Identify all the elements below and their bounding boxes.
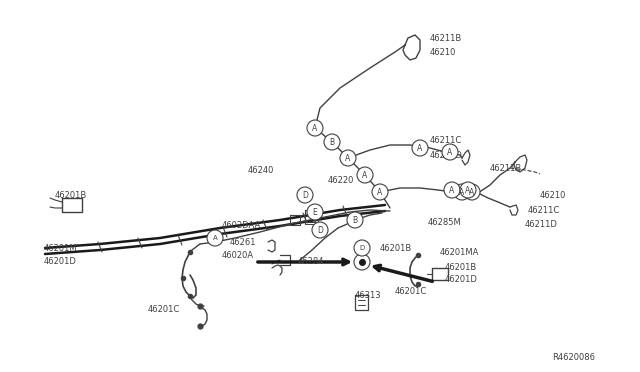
Text: 46211D: 46211D [430, 151, 463, 160]
Text: A: A [465, 186, 470, 195]
Text: A: A [362, 170, 367, 180]
Circle shape [312, 222, 328, 238]
Text: 46201B: 46201B [55, 190, 87, 199]
Circle shape [372, 184, 388, 200]
Circle shape [347, 212, 363, 228]
Circle shape [460, 182, 476, 198]
Text: A: A [447, 148, 452, 157]
Text: 46201M: 46201M [44, 244, 77, 253]
Text: 46240: 46240 [248, 166, 275, 174]
Text: A: A [460, 187, 465, 196]
Text: 46201C: 46201C [148, 305, 180, 314]
Text: 46201D: 46201D [445, 276, 478, 285]
Text: 46211B: 46211B [430, 33, 462, 42]
Text: 46201B: 46201B [445, 263, 477, 273]
Text: D: D [302, 190, 308, 199]
Circle shape [442, 144, 458, 160]
Text: A: A [469, 187, 475, 196]
Text: 46201B: 46201B [380, 244, 412, 253]
Circle shape [340, 150, 356, 166]
Text: 46261: 46261 [230, 237, 257, 247]
Text: 46220: 46220 [328, 176, 355, 185]
Text: 46211B: 46211B [490, 164, 522, 173]
Circle shape [464, 184, 480, 200]
Text: D: D [360, 245, 365, 251]
Text: 46211C: 46211C [430, 135, 462, 144]
Text: A: A [346, 154, 351, 163]
Text: R4620086: R4620086 [552, 353, 595, 362]
Text: 46201D: 46201D [44, 257, 77, 266]
Circle shape [357, 167, 373, 183]
Circle shape [354, 240, 370, 256]
Text: A: A [378, 187, 383, 196]
Text: A: A [417, 144, 422, 153]
Circle shape [354, 254, 370, 270]
Text: 4602DAA: 4602DAA [222, 221, 261, 230]
Circle shape [297, 187, 313, 203]
Text: B: B [353, 215, 358, 224]
Text: 46284: 46284 [298, 257, 324, 266]
Text: 46285M: 46285M [428, 218, 461, 227]
Text: D: D [317, 225, 323, 234]
Text: C: C [360, 259, 364, 265]
Text: A: A [449, 186, 454, 195]
Circle shape [412, 140, 428, 156]
Text: 46210: 46210 [540, 190, 566, 199]
Text: 46211C: 46211C [528, 205, 560, 215]
Text: E: E [312, 208, 317, 217]
Text: 46201C: 46201C [395, 288, 428, 296]
Circle shape [307, 204, 323, 220]
Circle shape [207, 230, 223, 246]
Circle shape [307, 120, 323, 136]
Text: 46210: 46210 [430, 48, 456, 57]
Circle shape [454, 184, 470, 200]
Text: 46211D: 46211D [525, 219, 558, 228]
Circle shape [324, 134, 340, 150]
Text: B: B [330, 138, 335, 147]
Text: 46201MA: 46201MA [440, 247, 479, 257]
Text: A: A [312, 124, 317, 132]
Text: 46313: 46313 [355, 291, 381, 299]
Text: A: A [212, 235, 218, 241]
Circle shape [444, 182, 460, 198]
Text: 46020A: 46020A [222, 250, 254, 260]
